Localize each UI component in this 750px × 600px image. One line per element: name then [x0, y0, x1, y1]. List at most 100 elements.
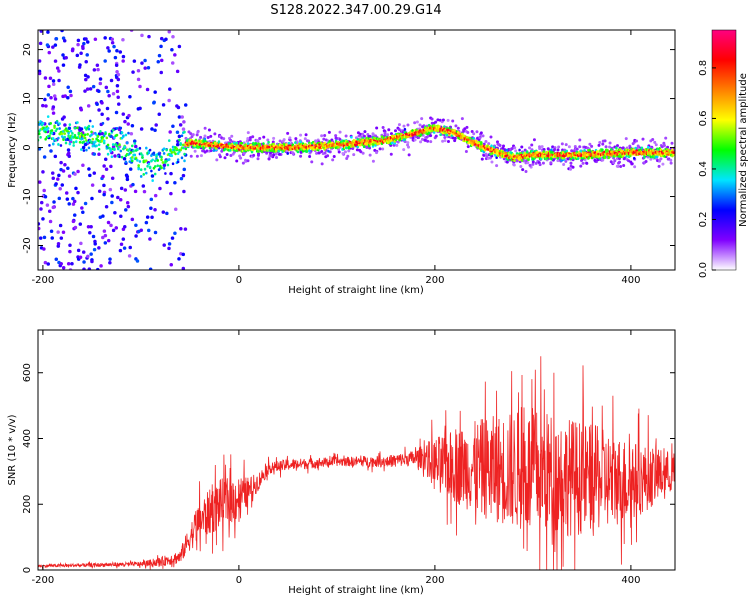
heatmap-cell	[177, 134, 182, 139]
heatmap-cell	[181, 173, 186, 178]
heatmap-cell	[406, 145, 410, 149]
heatmap-cell	[666, 145, 670, 149]
heatmap-cell	[429, 134, 433, 138]
heatmap-cell	[478, 136, 482, 140]
heatmap-cell	[166, 163, 170, 167]
heatmap-cell	[81, 137, 84, 140]
heatmap-cell	[86, 225, 91, 229]
heatmap-cell	[78, 134, 82, 138]
heatmap-cell	[85, 53, 89, 57]
heatmap-cell	[608, 145, 612, 149]
heatmap-cell	[153, 172, 157, 176]
heatmap-cell	[512, 163, 516, 167]
heatmap-cell	[167, 30, 171, 34]
heatmap-cell	[67, 134, 70, 138]
heatmap-cell	[359, 150, 363, 154]
heatmap-cell	[485, 155, 489, 159]
heatmap-cell	[43, 97, 47, 102]
heatmap-cell	[116, 95, 120, 100]
heatmap-cell	[97, 152, 101, 156]
y-tick-label: 10	[22, 92, 33, 105]
heatmap-cell	[106, 117, 110, 121]
heatmap-cell	[59, 236, 64, 240]
colorbar: 0.0 0.2 0.4 0.6 0.8 Normalized spectral ampl…	[698, 29, 749, 278]
heatmap-cell	[97, 108, 101, 112]
heatmap-cell	[101, 235, 105, 240]
heatmap-cell	[421, 125, 425, 129]
heatmap-cell	[520, 145, 524, 149]
heatmap-cell	[643, 155, 646, 159]
heatmap-cell	[145, 171, 148, 175]
heatmap-cell	[52, 142, 55, 146]
heatmap-cell	[170, 150, 174, 154]
heatmap-cell	[361, 151, 365, 155]
heatmap-cell	[326, 154, 330, 158]
heatmap-cell	[223, 156, 227, 160]
heatmap-cell	[52, 94, 57, 98]
heatmap-cell	[92, 171, 97, 175]
heatmap-cell	[218, 155, 222, 159]
heatmap-cell	[138, 160, 142, 163]
heatmap-cell	[180, 115, 184, 119]
heatmap-cell	[175, 130, 180, 135]
heatmap-cell	[108, 261, 112, 265]
heatmap-cell	[393, 141, 396, 145]
heatmap-cell	[564, 143, 568, 147]
heatmap-cell	[490, 160, 494, 164]
heatmap-cell	[160, 158, 163, 162]
heatmap-cell	[171, 162, 175, 166]
heatmap-cell	[672, 151, 675, 155]
heatmap-cell	[371, 132, 375, 136]
heatmap-cell	[71, 219, 76, 224]
heatmap-cell	[495, 164, 499, 168]
heatmap-cell	[41, 170, 45, 174]
heatmap-cell	[51, 45, 55, 49]
heatmap-cell	[286, 152, 289, 155]
heatmap-cell	[649, 157, 653, 161]
heatmap-cell	[429, 140, 433, 144]
heatmap-cell	[38, 236, 43, 240]
heatmap-cell	[570, 149, 574, 153]
heatmap-cell	[117, 146, 120, 150]
heatmap-cell	[463, 127, 467, 131]
heatmap-cell	[402, 148, 406, 152]
heatmap-cell	[556, 148, 560, 152]
heatmap-cell	[102, 183, 106, 188]
heatmap-cell	[145, 215, 150, 219]
heatmap-cell	[164, 172, 167, 175]
heatmap-cell	[86, 132, 89, 136]
heatmap-cell	[153, 90, 157, 94]
heatmap-cell	[72, 141, 75, 144]
heatmap-cell	[115, 89, 120, 94]
heatmap-cell	[38, 41, 43, 46]
heatmap-cell	[47, 50, 52, 55]
heatmap-cell	[76, 169, 80, 174]
heatmap-cell	[97, 189, 102, 194]
heatmap-cell	[480, 157, 484, 161]
heatmap-cell	[443, 125, 446, 129]
heatmap-cell	[127, 254, 132, 258]
heatmap-cell	[575, 147, 579, 151]
heatmap-cell	[73, 126, 77, 130]
heatmap-cell	[51, 79, 56, 83]
heatmap-cell	[390, 141, 394, 145]
heatmap-cell	[38, 132, 41, 136]
heatmap-cell	[633, 165, 637, 169]
heatmap-cell	[182, 189, 186, 194]
heatmap-cell	[84, 59, 88, 64]
heatmap-cell	[150, 174, 155, 178]
heatmap-cell	[271, 147, 274, 151]
heatmap-cell	[136, 158, 139, 162]
heatmap-cell	[241, 161, 245, 165]
heatmap-cell	[156, 60, 161, 64]
heatmap-cell	[62, 39, 67, 43]
y-tick-label: -20	[22, 237, 33, 253]
heatmap-cell	[155, 157, 158, 160]
heatmap-cell	[132, 149, 135, 152]
heatmap-cell	[82, 260, 86, 264]
heatmap-cell	[406, 141, 410, 145]
heatmap-cell	[125, 174, 130, 179]
heatmap-cell	[246, 159, 250, 163]
spectrogram-plot: -200 0 200 400 -20 -10 0 10 20 Height of straig…	[7, 29, 676, 296]
